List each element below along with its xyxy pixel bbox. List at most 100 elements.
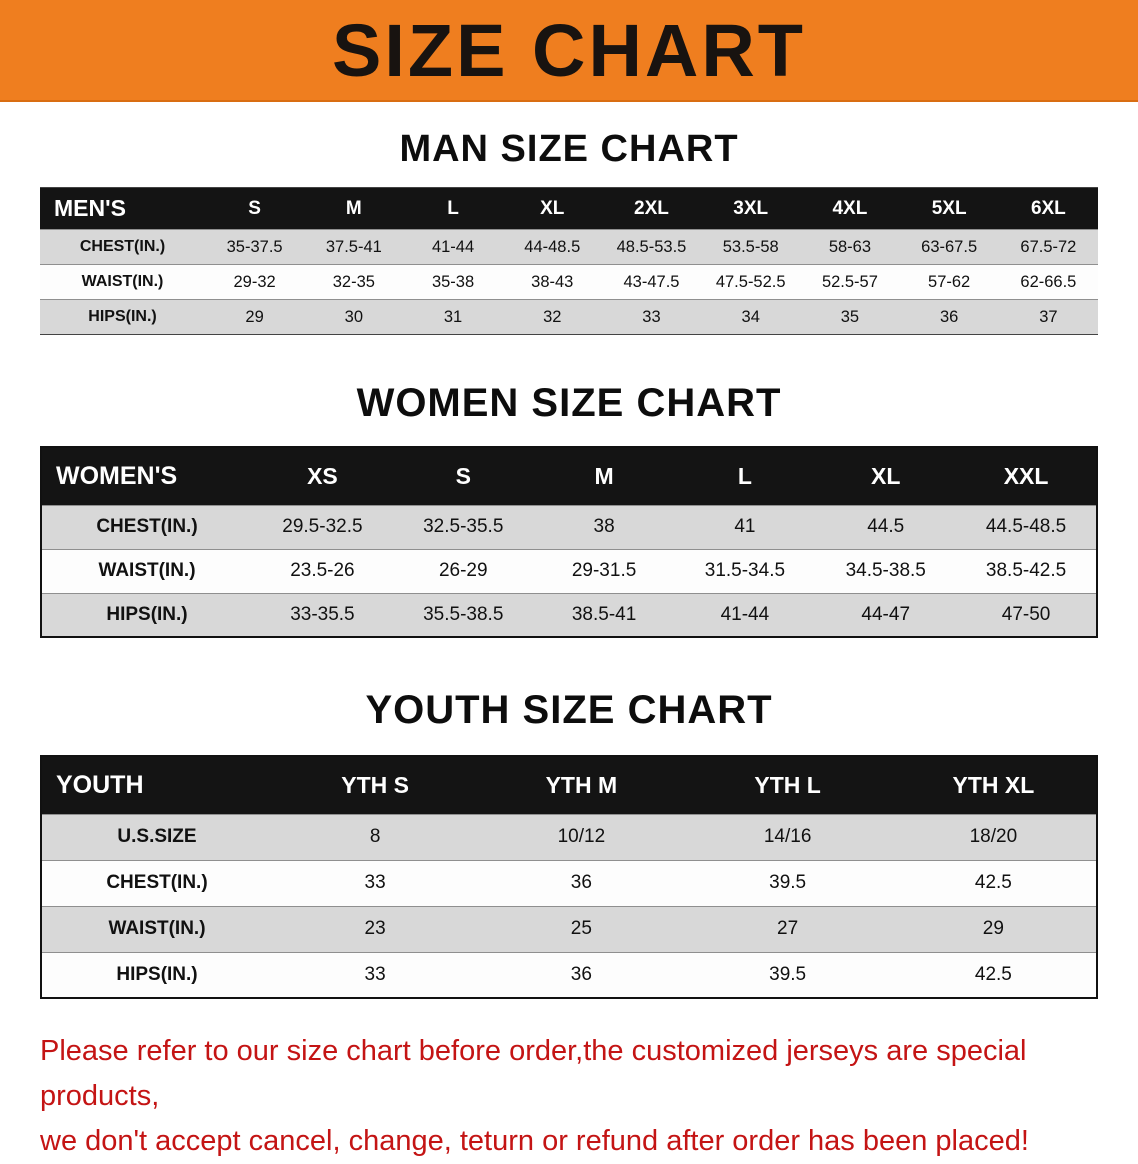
size-column-header: 5XL [931, 197, 967, 219]
measurement-value: 58-63 [828, 237, 872, 256]
measurement-value: 42.5 [974, 963, 1012, 985]
measurement-row-label: WAIST(IN.) [98, 560, 196, 581]
size-column-header: S [248, 197, 261, 219]
table-header-row: WOMEN'S XS S M L XL XXL [41, 447, 1097, 505]
measurement-value: 34 [741, 307, 760, 326]
measurement-row-label: HIPS(IN.) [106, 603, 188, 625]
measurement-value: 32-35 [332, 272, 375, 291]
measurement-value: 44.5 [867, 516, 905, 537]
youth-size-section: YOUTH SIZE CHART YOUTH YTH S YTH M YTH L YTH… [0, 688, 1138, 999]
table-corner-label: YOUTH [56, 770, 144, 799]
measurement-value: 37 [1039, 307, 1058, 326]
measurement-row-label: CHEST(IN.) [106, 872, 208, 893]
table-corner-label: MEN'S [54, 195, 126, 221]
measurement-value: 33 [642, 307, 661, 326]
youth-section-heading: YOUTH SIZE CHART [365, 688, 773, 732]
measurement-row: CHEST(IN.) 33 36 39.5 42.5 [41, 860, 1097, 906]
measurement-value: 31.5-34.5 [704, 560, 786, 581]
size-column-header: XL [871, 462, 901, 489]
measurement-row: U.S.SIZE 8 10/12 14/16 18/20 [41, 814, 1097, 860]
measurement-value: 23.5-26 [290, 560, 355, 581]
women-size-table: WOMEN'S XS S M L XL XXL CHEST(IN.) 29.5-32.5 32.5… [40, 446, 1098, 638]
size-chart-main: MAN SIZE CHART MEN'S S M L XL 2XL 3XL 4XL 5XL 6XL… [0, 128, 1138, 1164]
measurement-value: 14/16 [763, 826, 812, 847]
measurement-value: 32 [543, 307, 562, 326]
size-column-header: S [455, 462, 471, 489]
measurement-row: HIPS(IN.) 29 30 31 32 33 34 35 36 37 [40, 299, 1098, 335]
men-section-heading: MAN SIZE CHART [399, 128, 739, 170]
measurement-value: 36 [939, 307, 959, 326]
measurement-value: 62-66.5 [1020, 272, 1077, 291]
measurement-value: 8 [369, 826, 381, 847]
measurement-value: 42.5 [974, 872, 1012, 893]
measurement-value: 36 [570, 963, 592, 985]
measurement-value: 39.5 [769, 963, 807, 985]
measurement-value: 43-47.5 [623, 272, 680, 291]
men-size-table: MEN'S S M L XL 2XL 3XL 4XL 5XL 6XL CHEST(IN.) 35-37… [40, 187, 1098, 335]
measurement-row-label: WAIST(IN.) [81, 273, 164, 290]
measurement-value: 38-43 [531, 272, 574, 291]
men-size-section: MAN SIZE CHART MEN'S S M L XL 2XL 3XL 4XL 5XL 6XL… [0, 128, 1138, 335]
measurement-value: 31 [443, 307, 463, 326]
size-column-header: L [737, 462, 752, 489]
measurement-row: HIPS(IN.) 33 36 39.5 42.5 [41, 952, 1097, 998]
measurement-row-label: U.S.SIZE [117, 826, 197, 847]
banner-title: SIZE CHART [332, 8, 806, 92]
measurement-row-label: CHEST(IN.) [79, 238, 166, 255]
table-header-row: YOUTH YTH S YTH M YTH L YTH XL [41, 756, 1097, 814]
size-column-header: YTH L [754, 771, 821, 798]
measurement-value: 41-44 [720, 603, 770, 625]
size-column-header: 3XL [733, 197, 769, 219]
measurement-value: 35 [840, 307, 860, 326]
measurement-value: 41-44 [431, 237, 475, 256]
women-size-section: WOMEN SIZE CHART WOMEN'S XS S M L XL XXL CHEST(… [0, 381, 1138, 638]
measurement-value: 41 [734, 516, 756, 537]
measurement-row: HIPS(IN.) 33-35.5 35.5-38.5 38.5-41 41-44 44-… [41, 593, 1097, 637]
measurement-value: 35.5-38.5 [423, 603, 504, 625]
women-section-heading: WOMEN SIZE CHART [356, 381, 782, 425]
measurement-row: WAIST(IN.) 23 25 27 29 [41, 906, 1097, 952]
measurement-row: CHEST(IN.) 35-37.5 37.5-41 41-44 44-48.5 48.5… [40, 229, 1098, 265]
youth-size-table: YOUTH YTH S YTH M YTH L YTH XL U.S.SIZE 8 10/12… [40, 755, 1098, 999]
measurement-value: 37.5-41 [325, 237, 382, 256]
measurement-value: 23 [364, 918, 386, 939]
measurement-row-label: HIPS(IN.) [116, 963, 198, 985]
measurement-value: 26-29 [438, 560, 488, 581]
size-chart-banner: SIZE CHART [0, 0, 1138, 102]
measurement-value: 57-62 [928, 272, 971, 291]
size-column-header: YTH XL [952, 771, 1035, 798]
measurement-value: 67.5-72 [1020, 237, 1077, 256]
measurement-value: 33 [364, 963, 386, 985]
measurement-value: 44-48.5 [524, 237, 581, 256]
measurement-value: 35-37.5 [226, 237, 283, 256]
notice-line-1: Please refer to our size chart before or… [40, 1035, 1027, 1112]
size-column-header: M [594, 462, 614, 489]
size-column-header: XS [307, 462, 338, 489]
measurement-row: WAIST(IN.) 29-32 32-35 35-38 38-43 43-47.5 47.… [40, 264, 1098, 300]
measurement-value: 29.5-32.5 [282, 516, 363, 537]
measurement-value: 29 [245, 307, 264, 326]
measurement-value: 63-67.5 [921, 237, 978, 256]
measurement-value: 33 [364, 872, 386, 893]
measurement-row-label: CHEST(IN.) [96, 516, 198, 537]
measurement-row-label: WAIST(IN.) [108, 918, 206, 939]
size-column-header: YTH S [341, 771, 409, 798]
size-column-header: XL [540, 197, 565, 219]
measurement-value: 48.5-53.5 [616, 237, 687, 256]
measurement-value: 27 [777, 918, 799, 939]
measurement-value: 34.5-38.5 [845, 560, 926, 581]
measurement-value: 10/12 [557, 826, 606, 847]
measurement-value: 44.5-48.5 [985, 516, 1067, 537]
size-column-header: L [447, 197, 459, 219]
measurement-value: 29 [982, 918, 1004, 939]
measurement-row: WAIST(IN.) 23.5-26 26-29 29-31.5 31.5-34.5 34… [41, 549, 1097, 593]
measurement-value: 29-31.5 [571, 560, 637, 581]
table-header-row: MEN'S S M L XL 2XL 3XL 4XL 5XL 6XL [40, 187, 1098, 230]
size-column-header: M [345, 197, 362, 219]
measurement-value: 52.5-57 [821, 272, 878, 291]
measurement-value: 18/20 [969, 826, 1018, 847]
size-column-header: 4XL [832, 197, 868, 219]
measurement-value: 38 [593, 516, 615, 537]
size-column-header: YTH M [545, 771, 618, 798]
measurement-row-label: HIPS(IN.) [88, 308, 157, 325]
